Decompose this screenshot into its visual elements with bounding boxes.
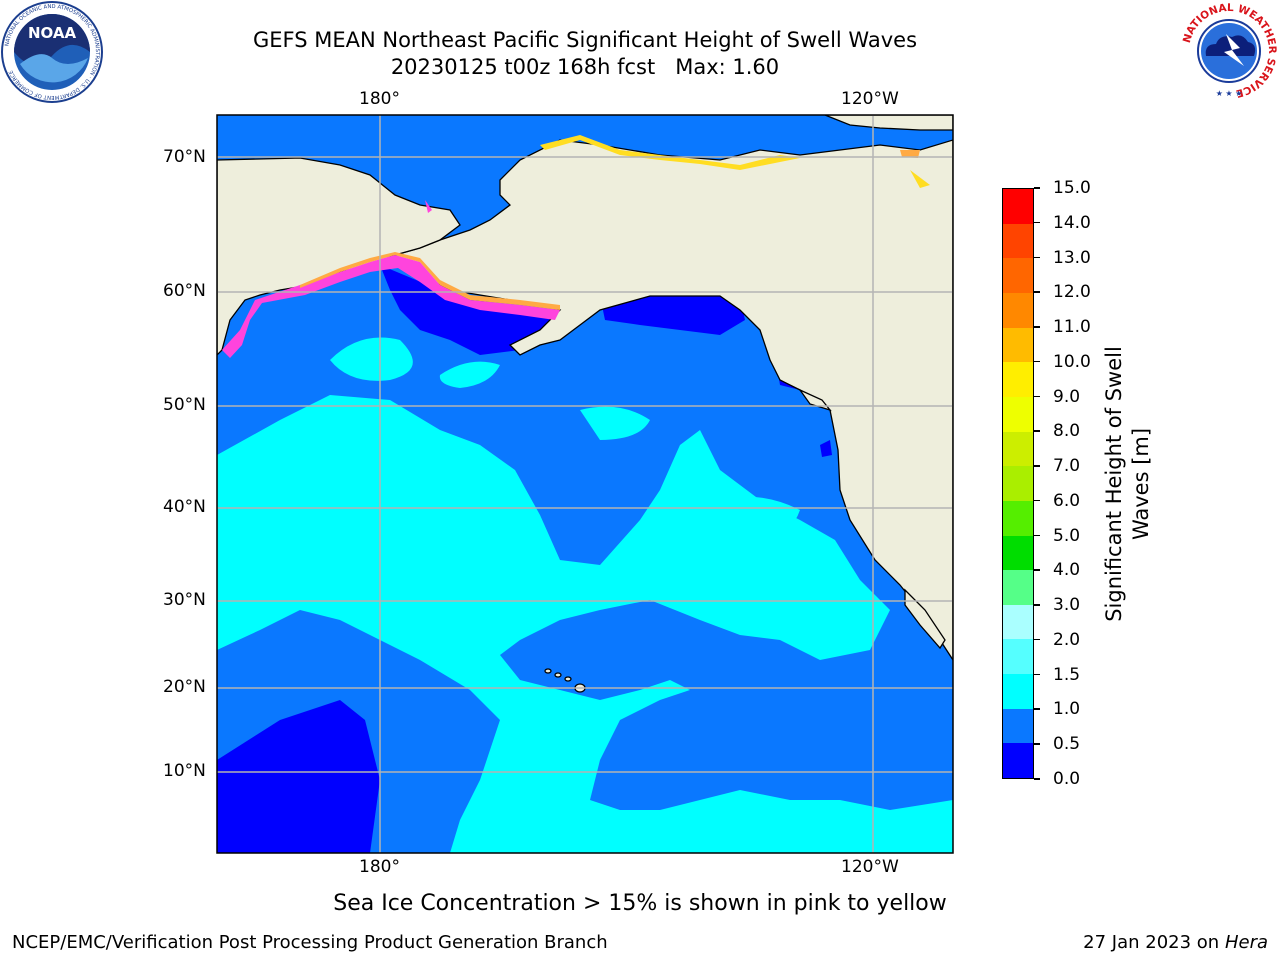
lat-label-50n: 50°N — [163, 395, 206, 415]
colorbar-tick-mark — [1034, 291, 1040, 293]
colorbar-segment — [1003, 258, 1033, 294]
footer-host: Hera — [1224, 932, 1268, 953]
colorbar-tick-label: 13.0 — [1053, 247, 1091, 268]
colorbar-segment — [1003, 535, 1033, 571]
svg-text:NOAA: NOAA — [28, 24, 77, 42]
national-weather-service-logo-icon: NATIONAL WEATHER SERVICE ★ ★ ★ — [1180, 2, 1278, 100]
colorbar-tick-label: 12.0 — [1053, 282, 1091, 303]
footer-credit: NCEP/EMC/Verification Post Processing Pr… — [12, 932, 608, 953]
colorbar-tick-mark — [1034, 360, 1040, 363]
colorbar-tick-label: 14.0 — [1053, 212, 1091, 233]
colorbar-tick-mark — [1034, 708, 1040, 710]
colorbar-segment — [1003, 223, 1033, 259]
lon-label-top-180: 180° — [359, 89, 400, 109]
chart-subtitle: 20230125 t00z 168h fcst Max: 1.60 — [390, 55, 780, 79]
colorbar-label-line2: Waves [m] — [1129, 427, 1153, 541]
colorbar-tick-label: 5.0 — [1053, 525, 1081, 546]
colorbar-label-line1: Significant Height of Swell — [1102, 346, 1126, 622]
colorbar-tick-mark — [1034, 534, 1040, 537]
colorbar-segment — [1003, 362, 1033, 397]
colorbar-tick-mark — [1034, 569, 1040, 571]
colorbar-tick-label: 11.0 — [1053, 317, 1091, 338]
colorbar-tick-mark — [1034, 187, 1040, 189]
colorbar-segment — [1003, 293, 1033, 328]
colorbar-tick-mark — [1034, 465, 1040, 467]
colorbar-segment — [1003, 604, 1033, 640]
lat-label-20n: 20°N — [163, 677, 206, 697]
chart-title: GEFS MEAN Northeast Pacific Significant … — [252, 28, 918, 52]
lat-label-10n: 10°N — [163, 761, 206, 781]
colorbar-tick-label: 9.0 — [1053, 386, 1081, 407]
colorbar-tick-label: 1.0 — [1053, 699, 1081, 720]
colorbar-tick-mark — [1034, 430, 1040, 432]
lat-label-70n: 70°N — [163, 147, 206, 167]
colorbar-tick-label: 6.0 — [1053, 490, 1081, 511]
colorbar-segment — [1003, 431, 1033, 467]
colorbar-tick-label: 8.0 — [1053, 421, 1081, 442]
colorbar-segment — [1003, 466, 1033, 501]
noaa-logo-icon: NOAA NATIONAL OCEANIC AND ATMOSPHERIC AD… — [1, 1, 103, 103]
colorbar-tick-label: 2.0 — [1053, 629, 1081, 650]
colorbar-tick-mark — [1034, 743, 1040, 745]
footer-date: 27 Jan 2023 on Hera — [1083, 932, 1268, 953]
colorbar-tick-label: 1.5 — [1053, 664, 1081, 685]
lon-label-bottom-120w: 120°W — [841, 857, 899, 877]
svg-text:★ ★ ★: ★ ★ ★ — [1216, 89, 1243, 98]
sea-ice-footnote: Sea Ice Concentration > 15% is shown in … — [333, 891, 947, 916]
colorbar-tick-label: 10.0 — [1053, 351, 1091, 372]
colorbar-segment — [1003, 396, 1033, 432]
swell-0.0-0.5m-regions — [217, 265, 832, 853]
lat-label-30n: 30°N — [163, 590, 206, 610]
colorbar-tick-label: 4.0 — [1053, 560, 1081, 581]
colorbar-tick-mark — [1034, 604, 1040, 606]
colorbar-tick-mark — [1034, 673, 1040, 676]
colorbar-tick-label: 15.0 — [1053, 178, 1091, 198]
colorbar-segment — [1003, 327, 1033, 363]
lat-label-60n: 60°N — [163, 281, 206, 301]
colorbar-tick-label: 3.0 — [1053, 595, 1081, 616]
colorbar-tick-mark — [1034, 395, 1040, 398]
map-frame — [216, 114, 954, 854]
colorbar-tick-mark — [1034, 256, 1040, 259]
colorbar-tick-label: 7.0 — [1053, 456, 1081, 477]
land-masses — [217, 115, 953, 693]
colorbar-segment — [1003, 500, 1033, 536]
colorbar-label: Significant Height of Swell Waves [m] — [1101, 346, 1155, 622]
colorbar — [1002, 188, 1034, 779]
lon-label-top-120w: 120°W — [841, 89, 899, 109]
colorbar-tick-mark — [1034, 499, 1040, 502]
colorbar-segment — [1003, 674, 1033, 709]
colorbar-segment — [1003, 189, 1033, 224]
lon-label-bottom-180: 180° — [359, 857, 400, 877]
colorbar-tick-mark — [1034, 638, 1040, 641]
sea-ice-edge — [222, 135, 930, 358]
swell-1.0-1.5m-regions — [217, 337, 953, 853]
colorbar-tick-mark — [1034, 221, 1040, 224]
colorbar-segment — [1003, 708, 1033, 744]
colorbar-tick-label: 0.0 — [1053, 769, 1081, 789]
colorbar-segment — [1003, 639, 1033, 675]
lat-label-40n: 40°N — [163, 497, 206, 517]
colorbar-tick-label: 0.5 — [1053, 734, 1081, 755]
colorbar-tick-mark — [1034, 778, 1040, 780]
colorbar-segment — [1003, 570, 1033, 605]
colorbar-tick-mark — [1034, 326, 1040, 328]
graticule — [217, 115, 953, 853]
colorbar-segment — [1003, 743, 1033, 778]
